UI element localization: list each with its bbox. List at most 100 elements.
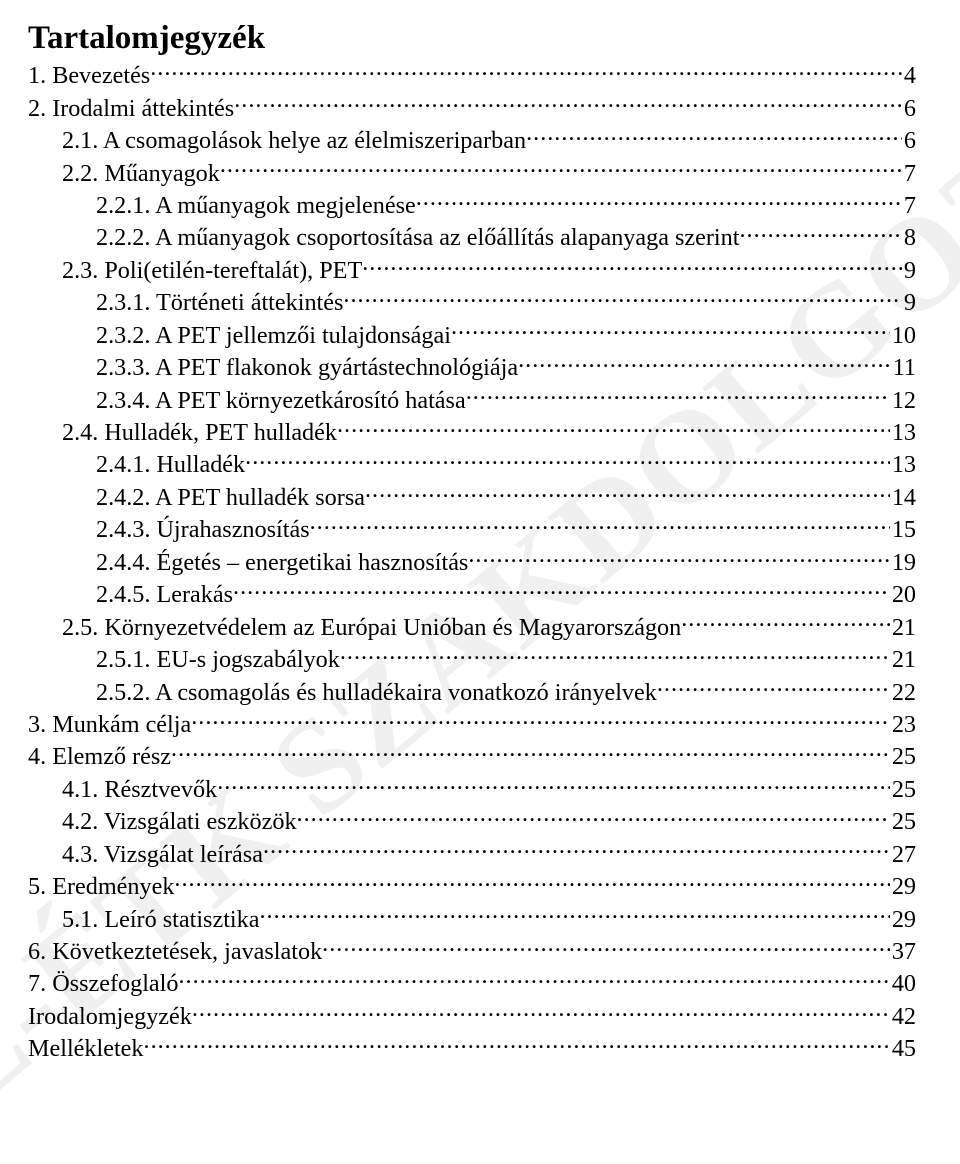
toc-leader-dots <box>174 870 889 894</box>
toc-entry-page: 22 <box>890 678 916 708</box>
toc-entry: 2.5. Környezetvédelem az Európai Unióban… <box>28 610 916 642</box>
toc-entry: Mellékletek45 <box>28 1032 916 1064</box>
toc-entry: 2.3. Poli(etilén-tereftalát), PET9 <box>28 254 916 286</box>
toc-entry-label: 2.4.4. Égetés – energetikai hasznosítás <box>96 548 468 578</box>
toc-entry-page: 4 <box>902 61 916 91</box>
toc-leader-dots <box>144 1032 890 1056</box>
toc-entry: 5. Eredmények 29 <box>28 870 916 902</box>
toc-entry: 2.2. Műanyagok7 <box>28 156 916 188</box>
toc-entry: 2. Irodalmi áttekintés 6 <box>28 91 916 123</box>
toc-entry: 4. Elemző rész25 <box>28 740 916 772</box>
toc-entry-page: 25 <box>890 807 916 837</box>
toc-entry-page: 11 <box>891 353 916 383</box>
toc-entry-label: 2. Irodalmi áttekintés <box>28 94 234 124</box>
toc-entry: 4.2. Vizsgálati eszközök 25 <box>28 805 916 837</box>
toc-leader-dots <box>150 59 902 83</box>
toc-entry-page: 25 <box>890 742 916 772</box>
toc-entry-page: 37 <box>890 937 916 967</box>
toc-entry-label: 5.1. Leíró statisztika <box>62 905 259 935</box>
toc-leader-dots <box>362 254 902 278</box>
toc-entry-label: 2.5.1. EU-s jogszabályok <box>96 645 340 675</box>
toc-leader-dots <box>263 838 890 862</box>
toc-entry-label: 2.4.5. Lerakás <box>96 580 233 610</box>
toc-entry: 2.2.2. A műanyagok csoportosítása az elő… <box>28 221 916 253</box>
toc-leader-dots <box>739 221 901 245</box>
toc-entry-page: 14 <box>890 483 916 513</box>
toc-entry-page: 8 <box>902 223 916 253</box>
toc-leader-dots <box>233 578 890 602</box>
toc-leader-dots <box>191 708 890 732</box>
toc-entry-page: 12 <box>890 386 916 416</box>
toc-entry-label: 2.3.3. A PET flakonok gyártástechnológiá… <box>96 353 518 383</box>
toc-leader-dots <box>681 610 890 634</box>
toc-list: 1. Bevezetés42. Irodalmi áttekintés62.1.… <box>28 59 916 1065</box>
toc-leader-dots <box>340 643 890 667</box>
toc-entry-page: 29 <box>890 872 916 902</box>
page-container: BCE-ÉTK SZAKDOLGOZAT Tartalomjegyzék 1. … <box>0 0 960 1164</box>
toc-entry-page: 9 <box>902 256 916 286</box>
toc-leader-dots <box>178 967 889 991</box>
toc-entry-label: 6. Következtetések, javaslatok <box>28 937 322 967</box>
toc-leader-dots <box>468 546 889 570</box>
toc-entry-label: 2.4. Hulladék, PET hulladék <box>62 418 337 448</box>
toc-entry: 4.1. Résztvevők25 <box>28 773 916 805</box>
toc-entry-label: 2.5. Környezetvédelem az Európai Unióban… <box>62 613 681 643</box>
toc-leader-dots <box>217 773 890 797</box>
toc-entry-label: 5. Eredmények <box>28 872 174 902</box>
toc-leader-dots <box>322 935 890 959</box>
toc-entry-page: 10 <box>890 321 916 351</box>
toc-entry-label: 2.3.2. A PET jellemzői tulajdonságai <box>96 321 451 351</box>
toc-entry-page: 13 <box>890 450 916 480</box>
toc-leader-dots <box>310 513 890 537</box>
toc-leader-dots <box>466 383 890 407</box>
toc-entry-label: 4.1. Résztvevők <box>62 775 217 805</box>
toc-entry: 2.3.3. A PET flakonok gyártástechnológiá… <box>28 351 916 383</box>
toc-entry: 2.4.5. Lerakás 20 <box>28 578 916 610</box>
toc-entry: Irodalomjegyzék42 <box>28 1000 916 1032</box>
toc-leader-dots <box>526 124 902 148</box>
toc-entry-label: Irodalomjegyzék <box>28 1002 192 1032</box>
toc-entry-label: 2.1. A csomagolások helye az élelmiszeri… <box>62 126 526 156</box>
toc-leader-dots <box>234 91 902 115</box>
toc-entry-label: 2.2. Műanyagok <box>62 159 220 189</box>
toc-leader-dots <box>518 351 891 375</box>
toc-entry: 2.4. Hulladék, PET hulladék 13 <box>28 416 916 448</box>
toc-leader-dots <box>451 319 890 343</box>
toc-entry-page: 21 <box>890 645 916 675</box>
toc-entry: 2.3.4. A PET környezetkárosító hatása 12 <box>28 383 916 415</box>
toc-entry: 2.5.2. A csomagolás és hulladékaira vona… <box>28 675 916 707</box>
toc-entry-page: 23 <box>890 710 916 740</box>
toc-entry-label: Mellékletek <box>28 1034 144 1064</box>
toc-entry-label: 2.3.4. A PET környezetkárosító hatása <box>96 386 466 416</box>
toc-entry-page: 29 <box>890 905 916 935</box>
toc-entry: 2.4.4. Égetés – energetikai hasznosítás1… <box>28 546 916 578</box>
toc-entry: 2.3.2. A PET jellemzői tulajdonságai 10 <box>28 319 916 351</box>
toc-entry-label: 2.2.1. A műanyagok megjelenése <box>96 191 416 221</box>
toc-leader-dots <box>220 156 902 180</box>
toc-leader-dots <box>245 448 890 472</box>
toc-entry: 2.5.1. EU-s jogszabályok 21 <box>28 643 916 675</box>
toc-entry-page: 20 <box>890 580 916 610</box>
toc-leader-dots <box>171 740 890 764</box>
toc-leader-dots <box>259 902 889 926</box>
toc-entry-page: 40 <box>890 969 916 999</box>
toc-leader-dots <box>416 189 902 213</box>
toc-entry-page: 7 <box>902 191 916 221</box>
toc-entry-page: 6 <box>902 126 916 156</box>
toc-entry-label: 3. Munkám célja <box>28 710 191 740</box>
toc-entry: 6. Következtetések, javaslatok 37 <box>28 935 916 967</box>
toc-entry-page: 13 <box>890 418 916 448</box>
toc-entry-label: 2.3.1. Történeti áttekintés <box>96 288 343 318</box>
toc-entry: 2.4.3. Újrahasznosítás15 <box>28 513 916 545</box>
toc-leader-dots <box>343 286 901 310</box>
toc-entry-label: 7. Összefoglaló <box>28 969 178 999</box>
toc-entry: 3. Munkám célja 23 <box>28 708 916 740</box>
toc-leader-dots <box>337 416 890 440</box>
toc-entry-label: 2.4.3. Újrahasznosítás <box>96 515 310 545</box>
toc-entry: 2.2.1. A műanyagok megjelenése 7 <box>28 189 916 221</box>
toc-entry-label: 2.4.2. A PET hulladék sorsa <box>96 483 365 513</box>
toc-entry-label: 2.5.2. A csomagolás és hulladékaira vona… <box>96 678 657 708</box>
toc-entry-page: 27 <box>890 840 916 870</box>
toc-entry-label: 4.2. Vizsgálati eszközök <box>62 807 297 837</box>
toc-entry-page: 6 <box>902 94 916 124</box>
